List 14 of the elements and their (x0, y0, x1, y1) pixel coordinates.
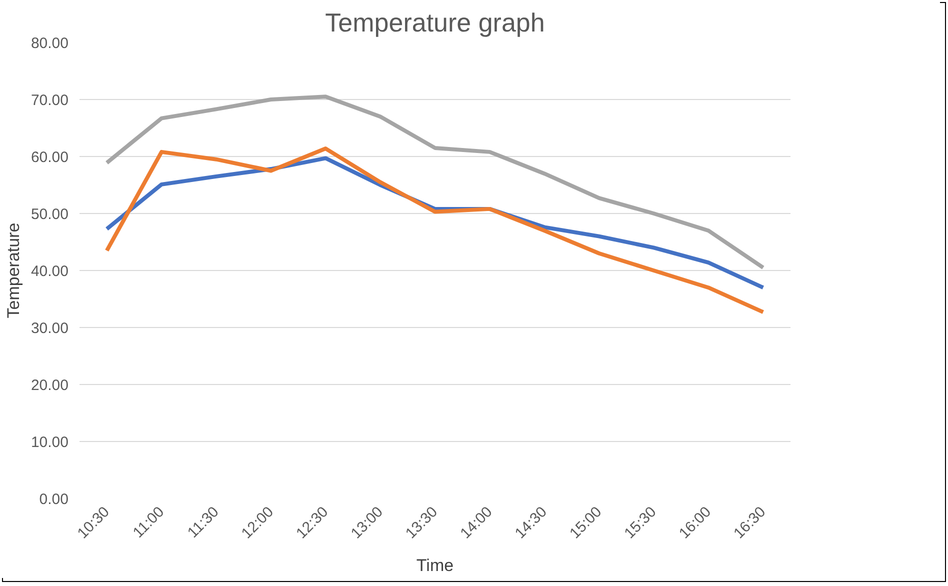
y-axis-title: Temperature (4, 222, 23, 318)
y-tick-label: 60.00 (30, 149, 69, 166)
line-series (104, 146, 766, 314)
y-tick-label: 0.00 (39, 491, 69, 508)
y-tick-label: 40.00 (30, 263, 69, 280)
line-series (104, 94, 766, 270)
x-axis-title: Time (416, 556, 454, 576)
y-tick-label: 80.00 (30, 35, 69, 52)
y-tick-label: 20.00 (30, 377, 69, 394)
y-tick-label: 10.00 (30, 434, 69, 451)
chart-title: Temperature graph (325, 8, 545, 38)
y-tick-label: 30.00 (30, 320, 69, 337)
y-tick-label: 70.00 (30, 92, 69, 109)
y-tick-label: 50.00 (30, 206, 69, 223)
